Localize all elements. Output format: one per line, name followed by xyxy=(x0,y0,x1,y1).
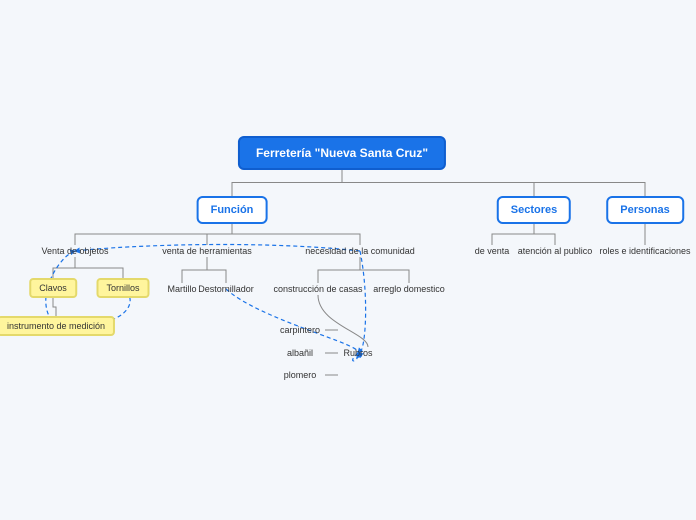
edge-root-personas xyxy=(342,168,645,197)
edge-sectores-de_venta xyxy=(492,223,534,245)
node-personas: Personas xyxy=(606,196,684,224)
node-albanil: albañil xyxy=(287,348,313,358)
node-carpintero: carpintero xyxy=(280,325,320,335)
edge-venta_objetos-clavos xyxy=(53,257,75,279)
edge-venta_herr-destorn xyxy=(207,257,226,283)
edge-necesidad-construccion xyxy=(318,257,360,283)
node-funcion: Función xyxy=(197,196,268,224)
node-de_venta: de venta xyxy=(475,246,510,256)
node-clavos: Clavos xyxy=(29,278,77,298)
node-tornillos: Tornillos xyxy=(96,278,149,298)
node-martillo: Martillo xyxy=(167,284,196,294)
node-construccion: construcción de casas xyxy=(273,284,362,294)
node-destorn: Destornillador xyxy=(198,284,254,294)
edge-funcion-necesidad xyxy=(232,223,360,245)
node-root: Ferretería "Nueva Santa Cruz" xyxy=(238,136,446,170)
node-necesidad: necesidad de la comunidad xyxy=(305,246,415,256)
node-roles: roles e identificaciones xyxy=(599,246,690,256)
node-atencion: atención al publico xyxy=(518,246,593,256)
node-arreglo: arreglo domestico xyxy=(373,284,445,294)
edge-necesidad-arreglo xyxy=(360,257,409,283)
node-venta_objetos: Venta de objetos xyxy=(41,246,108,256)
node-sectores: Sectores xyxy=(497,196,571,224)
edge-construccion-rubros xyxy=(318,295,368,347)
node-plomero: plomero xyxy=(284,370,317,380)
edge-root-sectores xyxy=(342,168,534,197)
link-destorn-rubros xyxy=(226,289,358,353)
edge-venta_objetos-tornillos xyxy=(75,257,123,279)
edge-funcion-venta_herr xyxy=(207,223,232,245)
node-rubros: Rubros xyxy=(343,348,372,358)
edge-sectores-atencion xyxy=(534,223,555,245)
node-instrumento: instrumento de medición xyxy=(0,316,115,336)
link-necesidad-rubros xyxy=(358,251,366,353)
node-venta_herr: venta de herramientas xyxy=(162,246,252,256)
edge-clavos-instrumento xyxy=(53,297,56,317)
edge-root-funcion xyxy=(232,168,342,197)
edge-funcion-venta_objetos xyxy=(75,223,232,245)
edge-venta_herr-martillo xyxy=(182,257,207,283)
